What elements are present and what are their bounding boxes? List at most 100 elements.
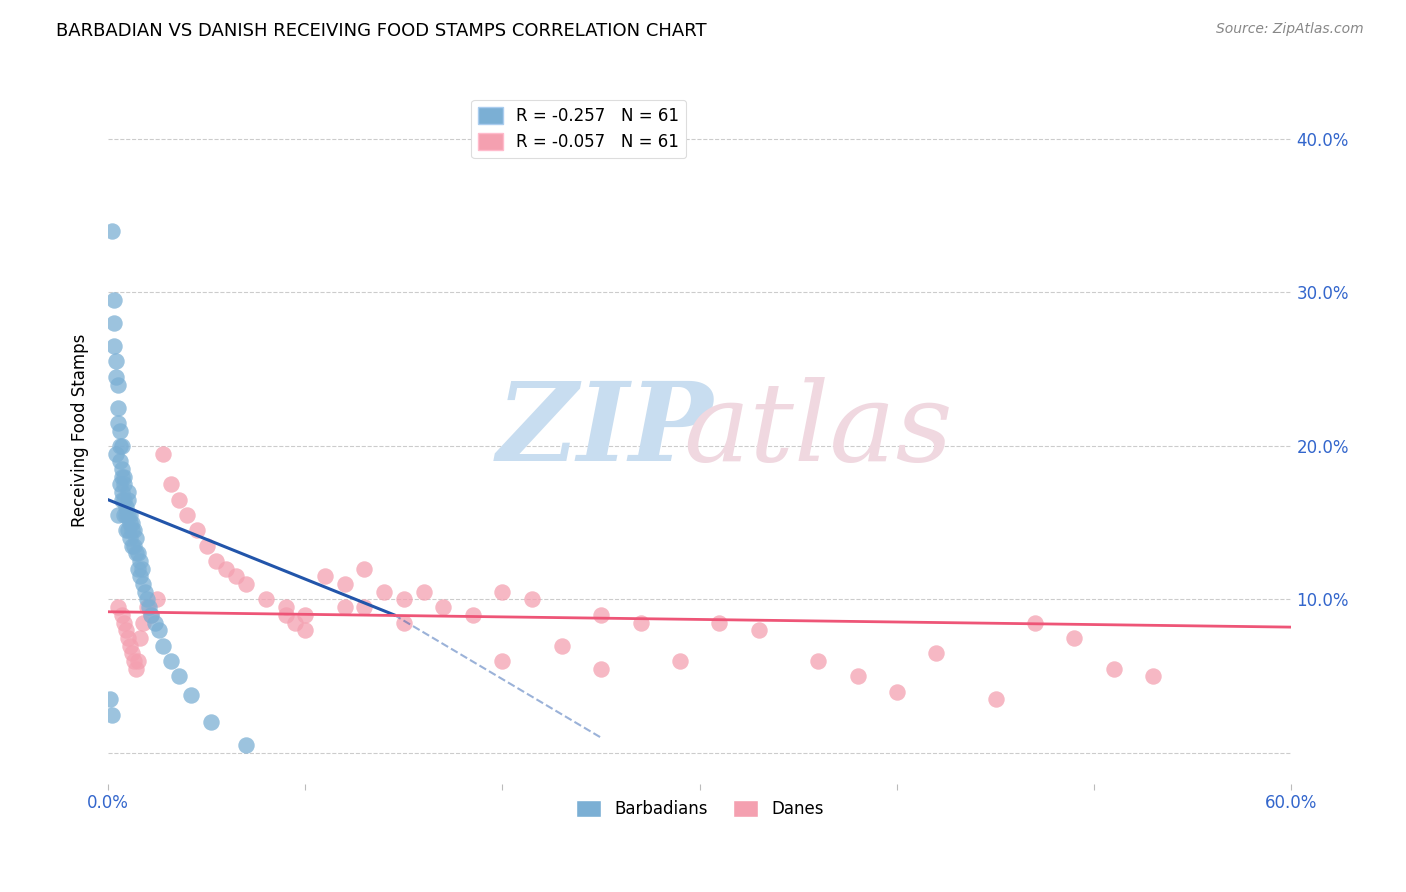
Point: [118, 531, 141, 545]
Point: [114, 500, 136, 515]
Point: [333, 600, 356, 615]
Point: [1024, 615, 1046, 630]
Point: [101, 707, 124, 722]
Point: [274, 600, 297, 615]
Point: [112, 508, 135, 522]
Point: [107, 508, 129, 522]
Point: [111, 485, 134, 500]
Point: [108, 439, 131, 453]
Point: [294, 607, 316, 622]
Point: [353, 600, 375, 615]
Point: [128, 554, 150, 568]
Point: [1102, 662, 1125, 676]
Point: [124, 662, 146, 676]
Point: [225, 569, 247, 583]
Point: [124, 531, 146, 545]
Point: [412, 584, 434, 599]
Point: [107, 416, 129, 430]
Point: [127, 546, 149, 560]
Point: [846, 669, 869, 683]
Point: [176, 508, 198, 522]
Point: [103, 293, 125, 307]
Point: [152, 447, 174, 461]
Point: [134, 584, 156, 599]
Point: [284, 615, 307, 630]
Point: [104, 354, 127, 368]
Text: ZIP: ZIP: [496, 376, 713, 484]
Point: [333, 577, 356, 591]
Point: [167, 669, 190, 683]
Point: [118, 508, 141, 522]
Point: [128, 569, 150, 583]
Point: [461, 607, 484, 622]
Point: [124, 546, 146, 560]
Point: [107, 600, 129, 615]
Point: [160, 477, 183, 491]
Point: [121, 646, 143, 660]
Point: [121, 539, 143, 553]
Point: [104, 369, 127, 384]
Point: [235, 577, 257, 591]
Point: [520, 592, 543, 607]
Point: [127, 654, 149, 668]
Point: [101, 224, 124, 238]
Point: [143, 615, 166, 630]
Point: [748, 623, 770, 637]
Point: [392, 615, 415, 630]
Point: [146, 592, 169, 607]
Point: [669, 654, 692, 668]
Point: [353, 562, 375, 576]
Point: [103, 339, 125, 353]
Point: [274, 607, 297, 622]
Point: [107, 377, 129, 392]
Point: [984, 692, 1007, 706]
Point: [108, 424, 131, 438]
Point: [107, 401, 129, 415]
Point: [186, 524, 208, 538]
Point: [180, 688, 202, 702]
Point: [215, 562, 238, 576]
Point: [132, 615, 155, 630]
Point: [392, 592, 415, 607]
Point: [122, 524, 145, 538]
Point: [122, 654, 145, 668]
Point: [314, 569, 336, 583]
Point: [630, 615, 652, 630]
Point: [117, 631, 139, 645]
Point: [1063, 631, 1085, 645]
Point: [205, 554, 228, 568]
Point: [132, 577, 155, 591]
Point: [127, 562, 149, 576]
Point: [111, 492, 134, 507]
Point: [200, 715, 222, 730]
Point: [152, 639, 174, 653]
Point: [807, 654, 830, 668]
Point: [114, 508, 136, 522]
Point: [167, 492, 190, 507]
Point: [117, 524, 139, 538]
Point: [491, 654, 513, 668]
Point: [108, 477, 131, 491]
Point: [195, 539, 218, 553]
Point: [108, 454, 131, 468]
Point: [1142, 669, 1164, 683]
Y-axis label: Receiving Food Stamps: Receiving Food Stamps: [72, 334, 89, 527]
Point: [591, 662, 613, 676]
Point: [138, 600, 160, 615]
Text: Source: ZipAtlas.com: Source: ZipAtlas.com: [1216, 22, 1364, 37]
Point: [117, 485, 139, 500]
Point: [121, 516, 143, 530]
Point: [122, 539, 145, 553]
Point: [925, 646, 948, 660]
Point: [254, 592, 277, 607]
Point: [103, 316, 125, 330]
Point: [432, 600, 454, 615]
Point: [111, 439, 134, 453]
Point: [112, 615, 135, 630]
Point: [886, 684, 908, 698]
Point: [550, 639, 572, 653]
Point: [114, 524, 136, 538]
Point: [131, 562, 153, 576]
Point: [373, 584, 395, 599]
Point: [117, 508, 139, 522]
